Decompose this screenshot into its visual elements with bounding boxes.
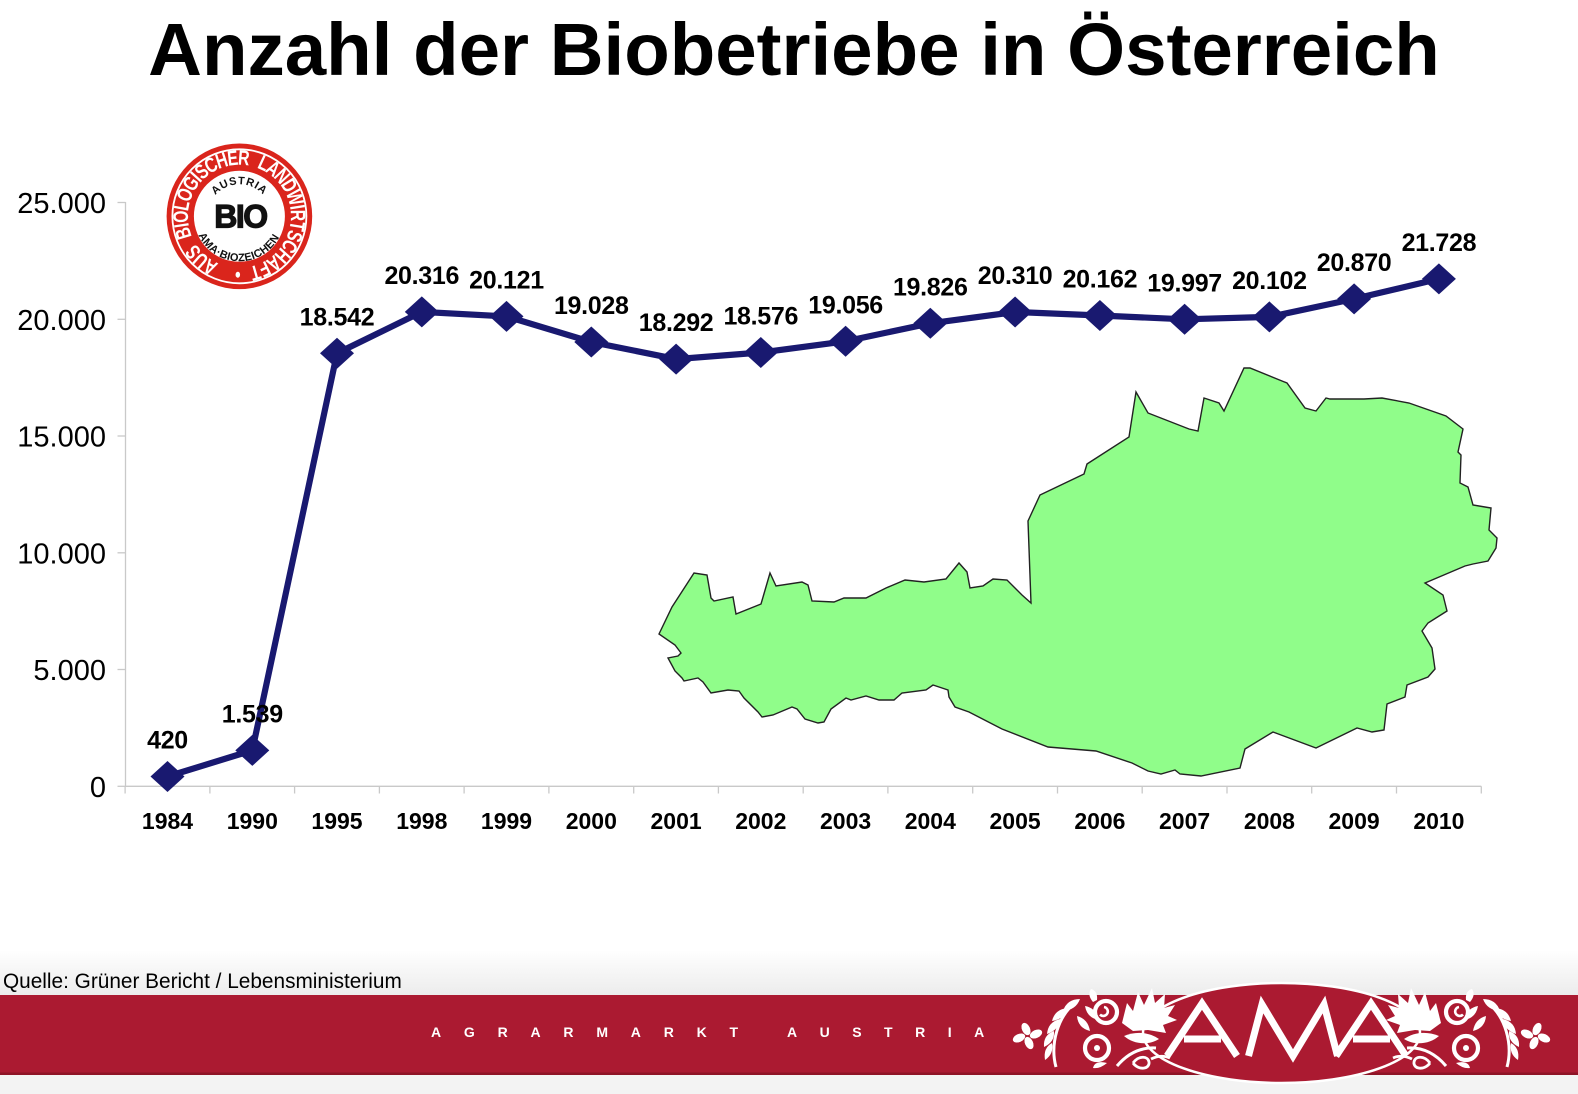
- svg-text:19.056: 19.056: [808, 291, 883, 319]
- svg-text:20.870: 20.870: [1317, 249, 1392, 277]
- svg-text:E: E: [226, 145, 239, 170]
- svg-text:1999: 1999: [481, 808, 532, 834]
- svg-text:BIO: BIO: [214, 199, 267, 235]
- svg-text:20.102: 20.102: [1232, 267, 1307, 295]
- svg-text:2010: 2010: [1413, 808, 1464, 834]
- svg-text:AUSTRIA: AUSTRIA: [787, 1024, 1007, 1040]
- svg-text:Quelle: Grüner Bericht / Leben: Quelle: Grüner Bericht / Lebensministeri…: [3, 970, 402, 993]
- svg-text:1998: 1998: [396, 808, 447, 834]
- svg-text:2009: 2009: [1329, 808, 1380, 834]
- svg-text:20.000: 20.000: [17, 305, 106, 337]
- svg-text:R: R: [237, 145, 251, 170]
- svg-text:2000: 2000: [566, 808, 617, 834]
- svg-text:18.292: 18.292: [639, 309, 714, 337]
- svg-text:Anzahl der Biobetriebe in Öste: Anzahl der Biobetriebe in Österreich: [148, 8, 1440, 91]
- svg-text:2003: 2003: [820, 808, 871, 834]
- svg-text:20.121: 20.121: [469, 266, 544, 294]
- svg-text:I: I: [169, 221, 193, 229]
- svg-text:•: •: [235, 263, 241, 287]
- svg-text:5.000: 5.000: [33, 655, 106, 687]
- svg-text:0: 0: [90, 772, 106, 804]
- svg-text:2008: 2008: [1244, 808, 1295, 834]
- svg-text:420: 420: [147, 727, 188, 755]
- svg-text:20.162: 20.162: [1063, 266, 1138, 294]
- svg-text:2002: 2002: [735, 808, 786, 834]
- svg-text:O: O: [169, 211, 193, 223]
- svg-text:T: T: [285, 219, 310, 233]
- svg-text:18.542: 18.542: [300, 303, 375, 331]
- svg-text:L: L: [169, 199, 194, 213]
- svg-text:1.539: 1.539: [222, 700, 283, 728]
- svg-text:2007: 2007: [1159, 808, 1210, 834]
- svg-text:1984: 1984: [142, 808, 193, 834]
- svg-text:2005: 2005: [990, 808, 1041, 834]
- svg-text:I: I: [285, 203, 309, 211]
- svg-text:2001: 2001: [651, 808, 702, 834]
- svg-text:1990: 1990: [227, 808, 278, 834]
- svg-text:20.310: 20.310: [978, 262, 1053, 290]
- svg-text:19.826: 19.826: [893, 273, 968, 301]
- svg-text:1995: 1995: [311, 808, 362, 834]
- svg-text:19.028: 19.028: [554, 292, 629, 320]
- svg-text:AGRARMARKT: AGRARMARKT: [431, 1024, 761, 1040]
- svg-text:21.728: 21.728: [1402, 229, 1477, 257]
- svg-text:20.316: 20.316: [384, 262, 459, 290]
- svg-text:10.000: 10.000: [17, 538, 106, 570]
- svg-text:25.000: 25.000: [17, 188, 106, 220]
- svg-text:15.000: 15.000: [17, 422, 106, 454]
- svg-text:2004: 2004: [905, 808, 956, 834]
- svg-text:19.997: 19.997: [1147, 269, 1222, 297]
- svg-text:2006: 2006: [1074, 808, 1125, 834]
- svg-text:18.576: 18.576: [723, 303, 798, 331]
- svg-text:R: R: [286, 210, 310, 222]
